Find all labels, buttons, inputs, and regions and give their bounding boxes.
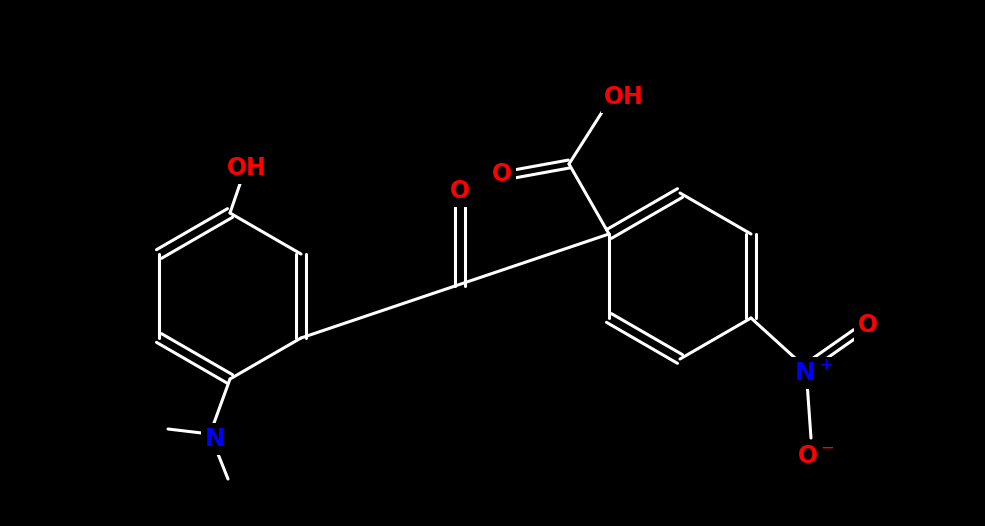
Text: O: O [858, 313, 878, 337]
Text: N: N [205, 427, 226, 451]
Text: N$^+$: N$^+$ [794, 360, 833, 386]
Text: O: O [450, 179, 470, 203]
Text: OH: OH [604, 85, 644, 109]
Text: O$^-$: O$^-$ [797, 444, 835, 468]
Text: O: O [492, 162, 512, 186]
Text: OH: OH [228, 156, 267, 180]
